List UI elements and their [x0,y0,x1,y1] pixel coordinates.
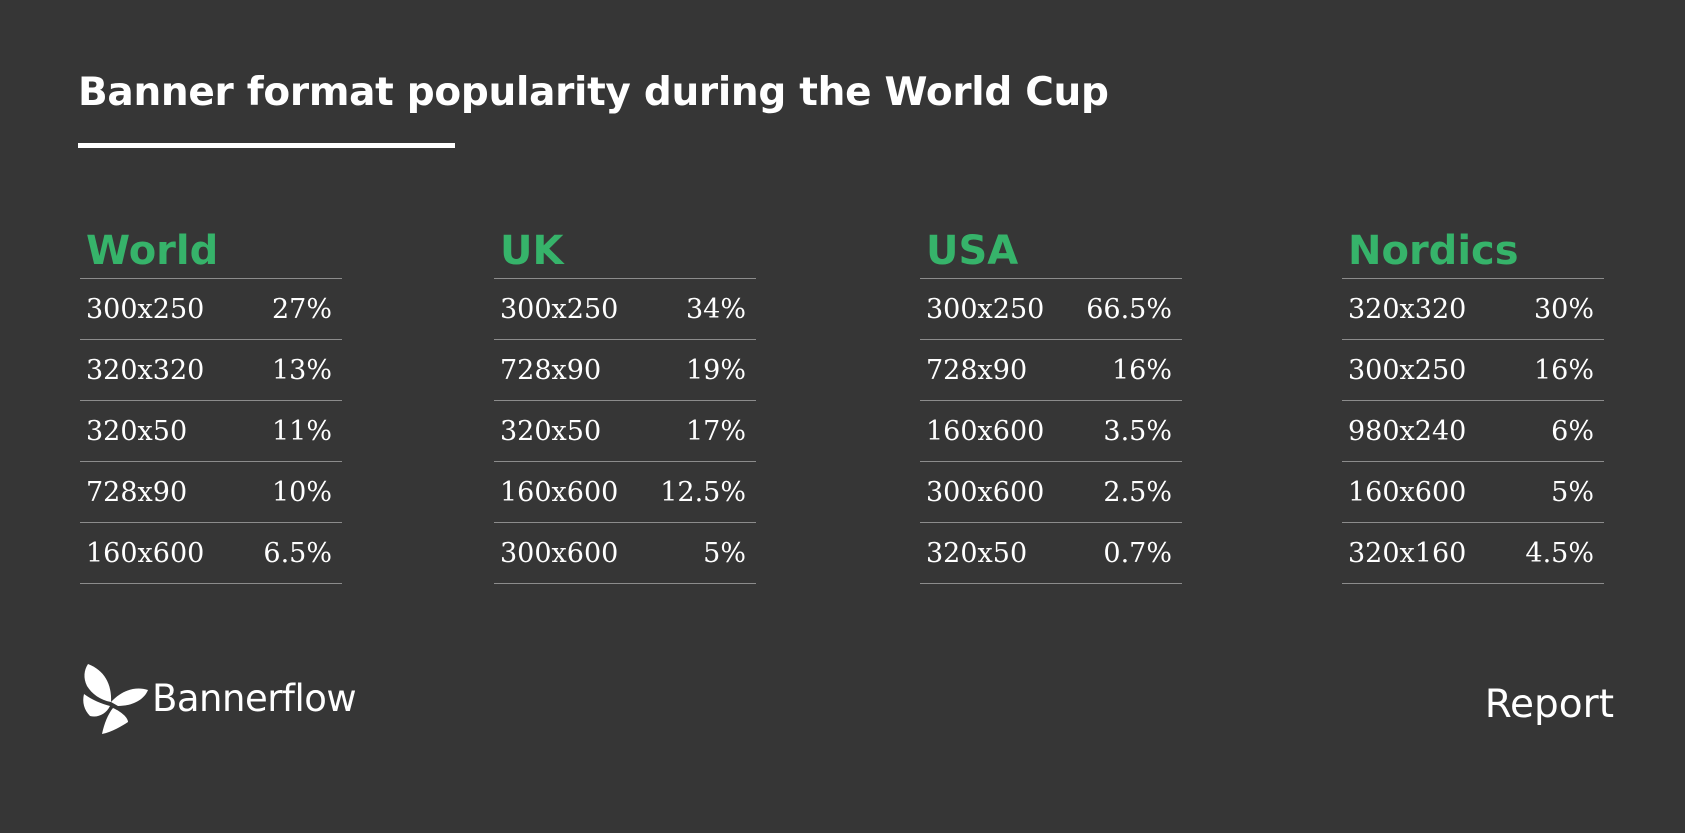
format-label: 300x250 [926,293,1045,325]
share-value: 66.5% [1086,293,1172,325]
format-label: 320x50 [926,537,1028,569]
brand-logo: Bannerflow [78,660,357,736]
region-heading: Nordics [1342,224,1604,279]
page-title: Banner format popularity during the Worl… [78,70,1109,115]
table-row: 320x50 0.7% [920,523,1182,584]
table-row: 300x250 27% [80,279,342,340]
share-value: 0.7% [1103,537,1172,569]
table-row: 160x600 5% [1342,462,1604,523]
share-value: 13% [271,354,332,386]
share-value: 10% [271,476,332,508]
butterfly-icon [83,664,148,734]
brand-name: Bannerflow [152,676,357,720]
format-label: 160x600 [86,537,205,569]
format-label: 300x250 [86,293,205,325]
table-row: 320x320 13% [80,340,342,401]
format-label: 728x90 [500,354,602,386]
share-value: 12.5% [660,476,746,508]
share-value: 4.5% [1525,537,1594,569]
table-row: 160x600 3.5% [920,401,1182,462]
share-value: 11% [271,415,332,447]
format-label: 160x600 [500,476,619,508]
share-value: 19% [685,354,746,386]
region-heading: World [80,224,342,279]
share-value: 34% [685,293,746,325]
share-value: 3.5% [1103,415,1172,447]
table-row: 300x250 34% [494,279,756,340]
region-heading: UK [494,224,756,279]
table-row: 320x50 11% [80,401,342,462]
table-row: 300x250 16% [1342,340,1604,401]
share-value: 27% [271,293,332,325]
format-label: 320x50 [500,415,602,447]
table-row: 320x320 30% [1342,279,1604,340]
format-label: 300x600 [500,537,619,569]
table-row: 300x600 2.5% [920,462,1182,523]
share-value: 5% [1551,476,1594,508]
report-label: Report [1484,682,1614,727]
format-label: 980x240 [1348,415,1467,447]
share-value: 5% [703,537,746,569]
format-label: 160x600 [1348,476,1467,508]
format-label: 300x250 [500,293,619,325]
share-value: 2.5% [1103,476,1172,508]
format-label: 160x600 [926,415,1045,447]
table-row: 300x250 66.5% [920,279,1182,340]
table-row: 320x160 4.5% [1342,523,1604,584]
share-value: 6.5% [263,537,332,569]
format-label: 320x320 [1348,293,1467,325]
table-row: 980x240 6% [1342,401,1604,462]
region-table-world: World 300x250 27% 320x320 13% 320x50 11% 72… [80,224,342,584]
region-table-nordics: Nordics 320x320 30% 300x250 16% 980x240 6% … [1342,224,1604,584]
share-value: 16% [1533,354,1594,386]
share-value: 6% [1551,415,1594,447]
table-row: 300x600 5% [494,523,756,584]
table-row: 160x600 12.5% [494,462,756,523]
table-row: 728x90 19% [494,340,756,401]
share-value: 17% [685,415,746,447]
share-value: 16% [1111,354,1172,386]
table-row: 160x600 6.5% [80,523,342,584]
format-label: 300x250 [1348,354,1467,386]
region-heading: USA [920,224,1182,279]
region-table-usa: USA 300x250 66.5% 728x90 16% 160x600 3.5% 3… [920,224,1182,584]
format-label: 728x90 [86,476,188,508]
format-label: 320x160 [1348,537,1467,569]
share-value: 30% [1533,293,1594,325]
region-table-uk: UK 300x250 34% 728x90 19% 320x50 17% 160x60… [494,224,756,584]
format-label: 320x50 [86,415,188,447]
table-row: 728x90 16% [920,340,1182,401]
title-underline [78,143,455,148]
format-label: 300x600 [926,476,1045,508]
format-label: 728x90 [926,354,1028,386]
format-label: 320x320 [86,354,205,386]
table-row: 320x50 17% [494,401,756,462]
table-row: 728x90 10% [80,462,342,523]
